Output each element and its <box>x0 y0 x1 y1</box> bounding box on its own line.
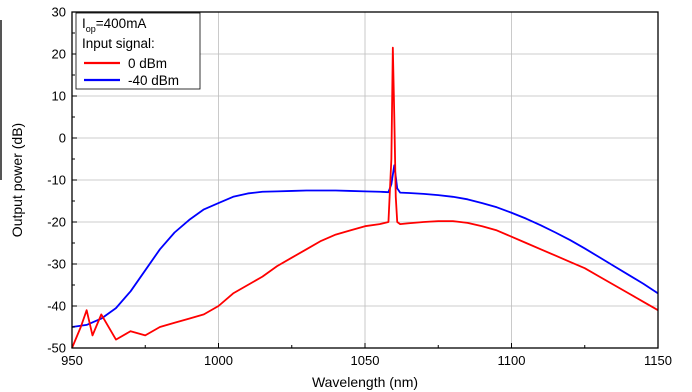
y-tick-label: -50 <box>47 341 66 356</box>
x-tick-label: 1000 <box>204 353 233 368</box>
x-tick-label: 950 <box>61 353 83 368</box>
x-tick-label: 1100 <box>498 353 526 368</box>
ticks <box>71 11 659 349</box>
series-layer <box>71 46 659 349</box>
figure-edge-rule <box>0 20 2 180</box>
legend-box <box>75 12 201 90</box>
y-tick-label: -30 <box>47 257 66 272</box>
series-line-minus-40-dbm <box>71 164 659 328</box>
legend-label-minus-40-dbm: -40 dBm <box>128 73 179 88</box>
x-axis-label: Wavelength (nm) <box>312 374 418 390</box>
legend-subheader: Input signal: <box>82 36 155 51</box>
legend-label-0-dbm: 0 dBm <box>128 56 167 71</box>
y-tick-label: 30 <box>52 5 66 20</box>
y-tick-label: -40 <box>47 299 66 314</box>
y-tick-label: 10 <box>52 89 66 104</box>
y-tick-label: 0 <box>59 131 66 146</box>
y-tick-label: 20 <box>52 47 66 62</box>
series-line-0-dbm <box>71 46 659 349</box>
y-axis-label: Output power (dB) <box>9 123 25 237</box>
x-tick-label: 1050 <box>351 353 380 368</box>
legend-header: Iop=400mA <box>82 16 146 34</box>
y-tick-label: -20 <box>47 215 66 230</box>
y-tick-label: -10 <box>47 173 66 188</box>
tick-labels: 950 1000 1050 1100 1150 -50 -40 -30 -20 -10 0 10 20 3… <box>47 5 672 369</box>
x-tick-label: 1150 <box>644 353 672 368</box>
legend: Iop=400mA Input signal: 0 dBm -40 dBm <box>75 12 201 90</box>
